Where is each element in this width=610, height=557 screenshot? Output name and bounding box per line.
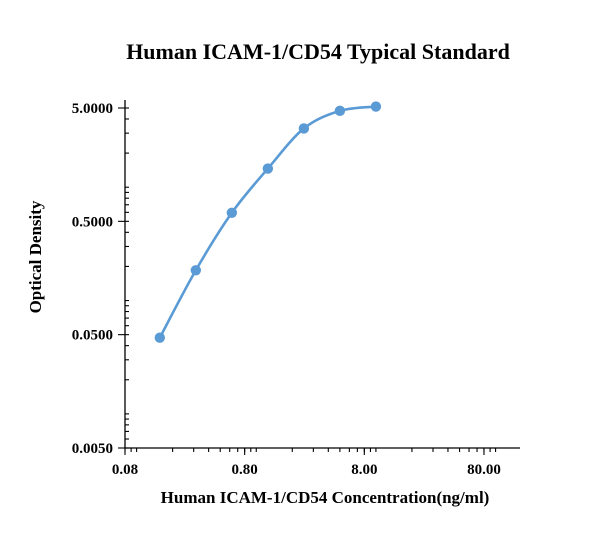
data-point <box>298 123 310 134</box>
y-tick-label: 0.0500 <box>72 328 113 344</box>
data-point <box>334 105 346 117</box>
data-point <box>262 163 274 174</box>
data-point <box>154 332 166 343</box>
chart-title: Human ICAM-1/CD54 Typical Standard <box>126 39 510 64</box>
x-tick-label: 0.08 <box>112 462 138 478</box>
plot-area: 0.08 0.80 8.00 80.00 0.0050 0.0500 0.5000 5.000… <box>72 100 520 478</box>
y-tick-label: 0.5000 <box>72 214 113 230</box>
x-axis-label: Human ICAM-1/CD54 Concentration(ng/ml) <box>161 488 490 507</box>
y-axis-label: Optical Density <box>26 200 45 313</box>
data-point <box>226 207 238 218</box>
x-tick-label: 0.80 <box>232 462 258 478</box>
data-point <box>190 265 202 276</box>
x-tick-label: 80.00 <box>467 462 501 478</box>
data-point <box>370 101 382 112</box>
x-tick-label: 8.00 <box>351 462 377 478</box>
series-line <box>158 105 377 339</box>
y-tick-label: 0.0050 <box>72 441 113 457</box>
y-tick-label: 5.0000 <box>72 101 113 117</box>
